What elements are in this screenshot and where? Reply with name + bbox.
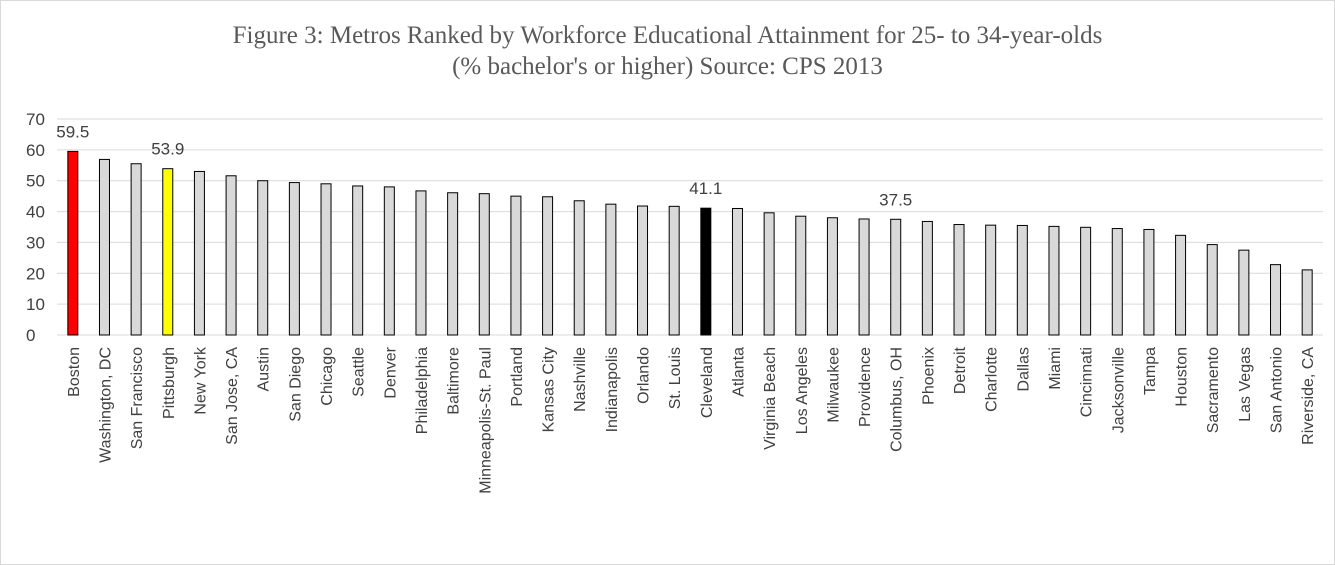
bar-38	[1270, 264, 1282, 336]
bar-32	[1080, 226, 1092, 336]
x-tick-label: Minneapolis-St. Paul	[477, 347, 494, 494]
bar-21	[731, 207, 743, 336]
x-tick-label: Charlotte	[984, 347, 1001, 412]
x-tick-label: Philadelphia	[414, 347, 431, 434]
bar-36	[1206, 244, 1218, 336]
bar-3	[162, 168, 174, 336]
x-tick-label: Las Vegas	[1237, 347, 1254, 422]
x-tick-label: Atlanta	[730, 347, 747, 397]
bar-28	[953, 224, 965, 336]
x-tick-label: Cleveland	[699, 347, 716, 418]
bar-29	[985, 224, 997, 336]
bar-4	[193, 170, 205, 336]
x-tick-label: Cincinnati	[1079, 347, 1096, 417]
chart-title-line-2: (% bachelor's or higher) Source: CPS 201…	[452, 53, 883, 80]
bar-8	[320, 183, 332, 336]
data-label: 41.1	[689, 179, 722, 198]
y-tick-label: 60	[26, 141, 45, 160]
x-tick-label: Orlando	[636, 347, 653, 404]
bar-30	[1016, 224, 1028, 336]
y-tick-label: 0	[26, 326, 35, 345]
bar-14	[510, 195, 522, 336]
bar-23	[795, 215, 807, 336]
x-tick-label: Sacramento	[1205, 347, 1222, 433]
x-tick-label: Indianapolis	[604, 347, 621, 432]
bar-13	[478, 193, 490, 336]
bar-10	[383, 186, 395, 336]
x-tick-label: St. Louis	[667, 347, 684, 409]
bar-11	[415, 190, 427, 336]
x-tick-label: Washington, DC	[97, 347, 114, 463]
bar-9	[352, 185, 364, 336]
y-tick-label: 50	[26, 172, 45, 191]
bar-33	[1111, 228, 1123, 336]
bar-16	[573, 200, 585, 336]
x-tick-label: San Antonio	[1269, 347, 1286, 433]
bar-18	[637, 205, 649, 336]
x-tick-label: Milwaukee	[825, 347, 842, 423]
data-label: 53.9	[151, 140, 184, 159]
x-tick-label: Riverside, CA	[1300, 347, 1317, 445]
bar-24	[826, 217, 838, 336]
x-tick-label: Portland	[509, 347, 526, 407]
bar-0	[67, 150, 79, 336]
x-tick-label: Pittsburgh	[161, 347, 178, 419]
bar-7	[288, 182, 300, 336]
bar-34	[1143, 228, 1155, 336]
bar-12	[447, 192, 459, 336]
bar-37	[1238, 249, 1250, 336]
bar-1	[98, 158, 110, 336]
bar-2	[130, 163, 142, 336]
x-tick-label: Detroit	[952, 346, 969, 394]
bar-26	[890, 218, 902, 336]
y-tick-label: 10	[26, 295, 45, 314]
x-tick-label: Dallas	[1015, 347, 1032, 391]
x-tick-label: Boston	[66, 347, 83, 397]
data-label: 59.5	[56, 122, 89, 141]
y-tick-label: 70	[26, 110, 45, 129]
bar-15	[542, 196, 554, 336]
y-tick-label: 40	[26, 203, 45, 222]
x-tick-label: Chicago	[319, 347, 336, 406]
bar-39	[1301, 269, 1313, 336]
x-tick-label: Providence	[857, 347, 874, 427]
y-tick-label: 30	[26, 233, 45, 252]
bar-20	[700, 207, 712, 336]
x-tick-label: Denver	[382, 346, 399, 398]
x-tick-label: Miami	[1047, 347, 1064, 390]
x-tick-label: Virginia Beach	[762, 347, 779, 450]
bar-22	[763, 212, 775, 336]
x-tick-label: Kansas City	[541, 347, 558, 432]
chart-title-line-1: Figure 3: Metros Ranked by Workforce Edu…	[232, 22, 1103, 49]
chart-title: Figure 3: Metros Ranked by Workforce Edu…	[0, 20, 1335, 82]
bar-19	[668, 205, 680, 336]
bar-31	[1048, 225, 1060, 336]
x-tick-label: Los Angeles	[794, 347, 811, 434]
bar-25	[858, 218, 870, 336]
x-tick-label: Nashville	[572, 347, 589, 412]
bar-17	[605, 203, 617, 336]
x-tick-label: Tampa	[1142, 347, 1159, 395]
x-tick-label: Seattle	[351, 347, 368, 397]
bar-6	[257, 180, 269, 336]
x-tick-label: Houston	[1174, 347, 1191, 407]
x-tick-label: Austin	[256, 347, 273, 391]
x-tick-label: Baltimore	[446, 347, 463, 415]
bar-35	[1175, 234, 1187, 336]
bar-27	[921, 220, 933, 336]
x-tick-label: San Jose, CA	[224, 347, 241, 445]
bar-5	[225, 175, 237, 336]
y-tick-label: 20	[26, 264, 45, 283]
x-tick-label: Phoenix	[920, 347, 937, 405]
x-tick-label: San Diego	[287, 347, 304, 422]
x-tick-label: Jacksonville	[1110, 347, 1127, 433]
x-tick-label: New York	[192, 346, 209, 415]
x-tick-label: Columbus, OH	[889, 347, 906, 452]
data-label: 37.5	[879, 190, 912, 209]
x-tick-label: San Francisco	[129, 347, 146, 449]
